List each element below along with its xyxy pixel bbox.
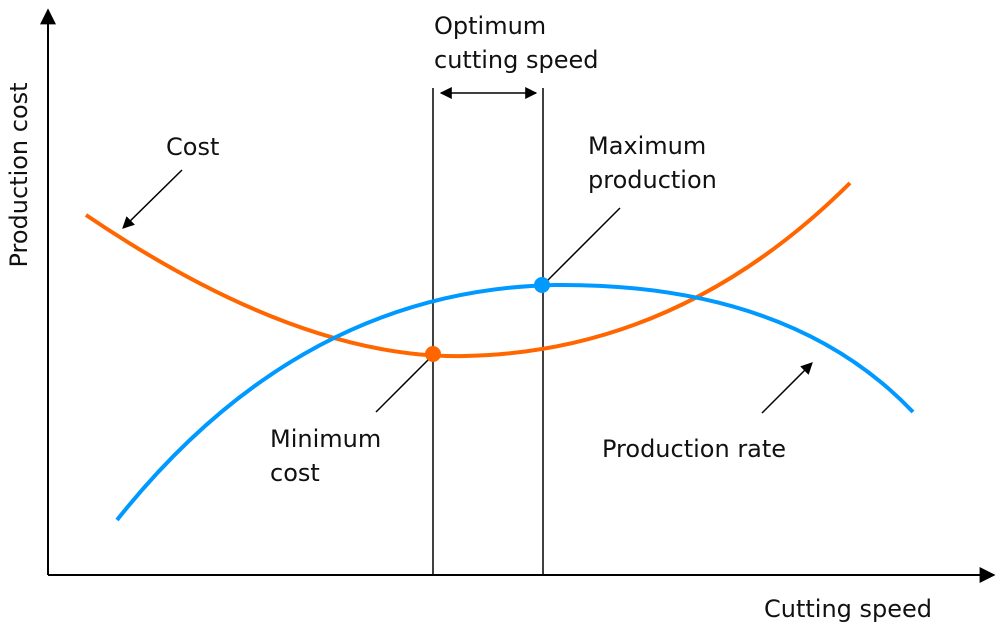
cost-curve <box>84 181 852 359</box>
cost-pointer-arrow <box>122 169 183 229</box>
min-cost-label-line1: Minimum <box>270 425 381 453</box>
minimum-cost-point <box>425 346 441 362</box>
max-production-pointer <box>547 207 621 281</box>
x-axis-label: Cutting speed <box>764 595 932 623</box>
maximum-production-point <box>534 277 550 293</box>
production-rate-label: Production rate <box>602 435 786 463</box>
max-production-label-line2: production <box>588 166 717 194</box>
max-production-label-line1: Maximum <box>588 132 706 160</box>
optimum-label-line2: cutting speed <box>434 46 598 74</box>
min-cost-pointer <box>375 359 429 413</box>
production-rate-curve <box>115 282 915 522</box>
cost-label: Cost <box>166 133 219 161</box>
optimum-label-line1: Optimum <box>434 12 546 40</box>
y-axis-label: Production cost <box>5 82 33 267</box>
production-rate-pointer-arrow <box>761 362 813 414</box>
min-cost-label-line2: cost <box>270 459 320 487</box>
